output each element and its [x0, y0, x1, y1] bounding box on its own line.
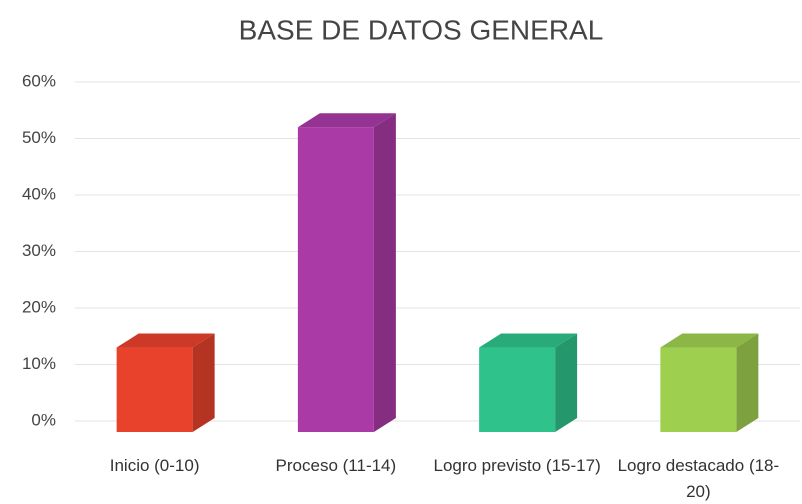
y-tick-label: 40%	[22, 184, 56, 203]
bar	[660, 333, 759, 432]
bar	[479, 333, 578, 432]
x-tick-label: Proceso (11-14)	[275, 456, 397, 475]
bar	[116, 333, 215, 432]
y-tick-label: 20%	[22, 297, 56, 316]
bar-side	[373, 113, 396, 432]
bar-top	[479, 333, 578, 348]
bar	[297, 113, 396, 432]
bar-front	[297, 127, 374, 432]
bar-top	[297, 113, 396, 128]
x-tick-label: Inicio (0-10)	[109, 456, 200, 475]
x-tick-label: Logro destacado (18-20)	[617, 456, 780, 501]
bar-top	[116, 333, 215, 348]
chart-title: BASE DE DATOS GENERAL	[239, 14, 604, 45]
y-tick-label: 30%	[22, 241, 56, 260]
y-tick-label: 0%	[31, 410, 56, 429]
y-tick-label: 60%	[22, 71, 56, 90]
bar-front	[116, 347, 193, 432]
bar-side	[192, 333, 215, 432]
bar-top	[660, 333, 759, 348]
y-tick-label: 50%	[22, 128, 56, 147]
bar-side	[736, 333, 759, 432]
bar-front	[479, 347, 556, 432]
x-tick-label: Logro previsto (15-17)	[433, 456, 601, 475]
bar-front	[660, 347, 737, 432]
y-tick-label: 10%	[22, 354, 56, 373]
bar-side	[555, 333, 578, 432]
